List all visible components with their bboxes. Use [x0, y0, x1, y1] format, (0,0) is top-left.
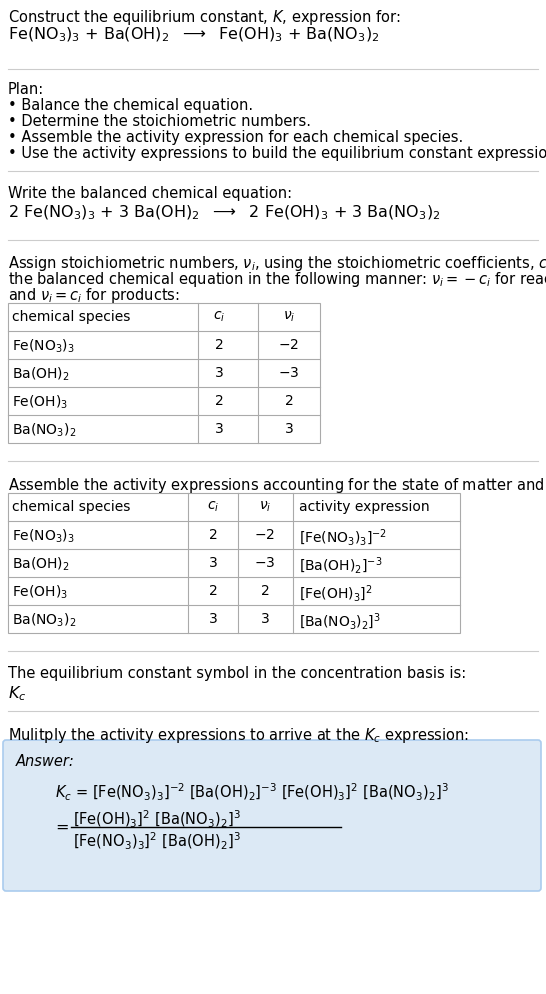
Text: Plan:: Plan:	[8, 82, 44, 96]
Text: Write the balanced chemical equation:: Write the balanced chemical equation:	[8, 186, 292, 201]
Text: 2: 2	[260, 583, 269, 597]
Text: $c_i$: $c_i$	[213, 310, 225, 324]
Text: Construct the equilibrium constant, $K$, expression for:: Construct the equilibrium constant, $K$,…	[8, 8, 401, 27]
Text: Fe(OH)$_3$: Fe(OH)$_3$	[12, 394, 68, 411]
Text: $K_c$: $K_c$	[8, 683, 26, 702]
Text: • Balance the chemical equation.: • Balance the chemical equation.	[8, 97, 253, 113]
Text: $-2$: $-2$	[254, 528, 276, 542]
Bar	[8, 493, 460, 633]
Text: Assemble the activity expressions accounting for the state of matter and $\nu_i$: Assemble the activity expressions accoun…	[8, 475, 546, 494]
Text: 3: 3	[209, 611, 217, 625]
Text: 2 Fe(NO$_3$)$_3$ + 3 Ba(OH)$_2$  $\longrightarrow$  2 Fe(OH)$_3$ + 3 Ba(NO$_3$)$: 2 Fe(NO$_3$)$_3$ + 3 Ba(OH)$_2$ $\longri…	[8, 204, 441, 223]
Text: Fe(NO$_3$)$_3$ + Ba(OH)$_2$  $\longrightarrow$  Fe(OH)$_3$ + Ba(NO$_3$)$_2$: Fe(NO$_3$)$_3$ + Ba(OH)$_2$ $\longrighta…	[8, 26, 379, 45]
Text: 3: 3	[215, 366, 223, 380]
Text: Mulitply the activity expressions to arrive at the $K_c$ expression:: Mulitply the activity expressions to arr…	[8, 726, 469, 745]
Text: $-2$: $-2$	[278, 338, 300, 352]
Text: $c_i$: $c_i$	[207, 500, 219, 514]
Text: • Determine the stoichiometric numbers.: • Determine the stoichiometric numbers.	[8, 114, 311, 129]
Text: $\nu_i$: $\nu_i$	[283, 310, 295, 324]
Text: [Fe(NO$_3$)$_3$]$^{-2}$: [Fe(NO$_3$)$_3$]$^{-2}$	[299, 528, 387, 548]
Text: Assign stoichiometric numbers, $\nu_i$, using the stoichiometric coefficients, $: Assign stoichiometric numbers, $\nu_i$, …	[8, 253, 546, 272]
Text: [Ba(OH)$_2$]$^{-3}$: [Ba(OH)$_2$]$^{-3}$	[299, 556, 382, 576]
Text: 2: 2	[215, 394, 223, 408]
Text: 2: 2	[209, 583, 217, 597]
Text: [Fe(NO$_3$)$_3$]$^2$ [Ba(OH)$_2$]$^3$: [Fe(NO$_3$)$_3$]$^2$ [Ba(OH)$_2$]$^3$	[73, 830, 241, 851]
Text: 3: 3	[215, 421, 223, 435]
Text: Ba(OH)$_2$: Ba(OH)$_2$	[12, 556, 69, 573]
Text: $-3$: $-3$	[254, 556, 276, 570]
Text: The equilibrium constant symbol in the concentration basis is:: The equilibrium constant symbol in the c…	[8, 665, 466, 680]
Text: 2: 2	[215, 338, 223, 352]
Text: $-3$: $-3$	[278, 366, 300, 380]
Text: $\nu_i$: $\nu_i$	[259, 500, 271, 514]
Text: Answer:: Answer:	[16, 753, 75, 768]
Text: • Assemble the activity expression for each chemical species.: • Assemble the activity expression for e…	[8, 130, 463, 145]
Text: • Use the activity expressions to build the equilibrium constant expression.: • Use the activity expressions to build …	[8, 146, 546, 161]
Text: Fe(NO$_3$)$_3$: Fe(NO$_3$)$_3$	[12, 338, 75, 355]
Text: and $\nu_i = c_i$ for products:: and $\nu_i = c_i$ for products:	[8, 285, 180, 305]
Text: 2: 2	[284, 394, 293, 408]
Text: =: =	[55, 819, 68, 834]
Text: Fe(NO$_3$)$_3$: Fe(NO$_3$)$_3$	[12, 528, 75, 545]
Text: Ba(NO$_3$)$_2$: Ba(NO$_3$)$_2$	[12, 611, 76, 629]
Text: 3: 3	[284, 421, 293, 435]
Text: 2: 2	[209, 528, 217, 542]
Text: [Ba(NO$_3$)$_2$]$^3$: [Ba(NO$_3$)$_2$]$^3$	[299, 611, 381, 632]
Bar	[8, 304, 320, 443]
Text: chemical species: chemical species	[12, 310, 130, 324]
Text: Ba(NO$_3$)$_2$: Ba(NO$_3$)$_2$	[12, 421, 76, 439]
Text: Ba(OH)$_2$: Ba(OH)$_2$	[12, 366, 69, 383]
FancyBboxPatch shape	[3, 741, 541, 891]
Text: [Fe(OH)$_3$]$^2$ [Ba(NO$_3$)$_2$]$^3$: [Fe(OH)$_3$]$^2$ [Ba(NO$_3$)$_2$]$^3$	[73, 808, 241, 829]
Text: activity expression: activity expression	[299, 500, 430, 514]
Text: Fe(OH)$_3$: Fe(OH)$_3$	[12, 583, 68, 600]
Text: [Fe(OH)$_3$]$^2$: [Fe(OH)$_3$]$^2$	[299, 583, 372, 603]
Text: $K_c$ = [Fe(NO$_3$)$_3$]$^{-2}$ [Ba(OH)$_2$]$^{-3}$ [Fe(OH)$_3$]$^2$ [Ba(NO$_3$): $K_c$ = [Fe(NO$_3$)$_3$]$^{-2}$ [Ba(OH)$…	[55, 781, 449, 802]
Text: the balanced chemical equation in the following manner: $\nu_i = -c_i$ for react: the balanced chemical equation in the fo…	[8, 269, 546, 288]
Text: 3: 3	[209, 556, 217, 570]
Text: chemical species: chemical species	[12, 500, 130, 514]
Text: 3: 3	[260, 611, 269, 625]
